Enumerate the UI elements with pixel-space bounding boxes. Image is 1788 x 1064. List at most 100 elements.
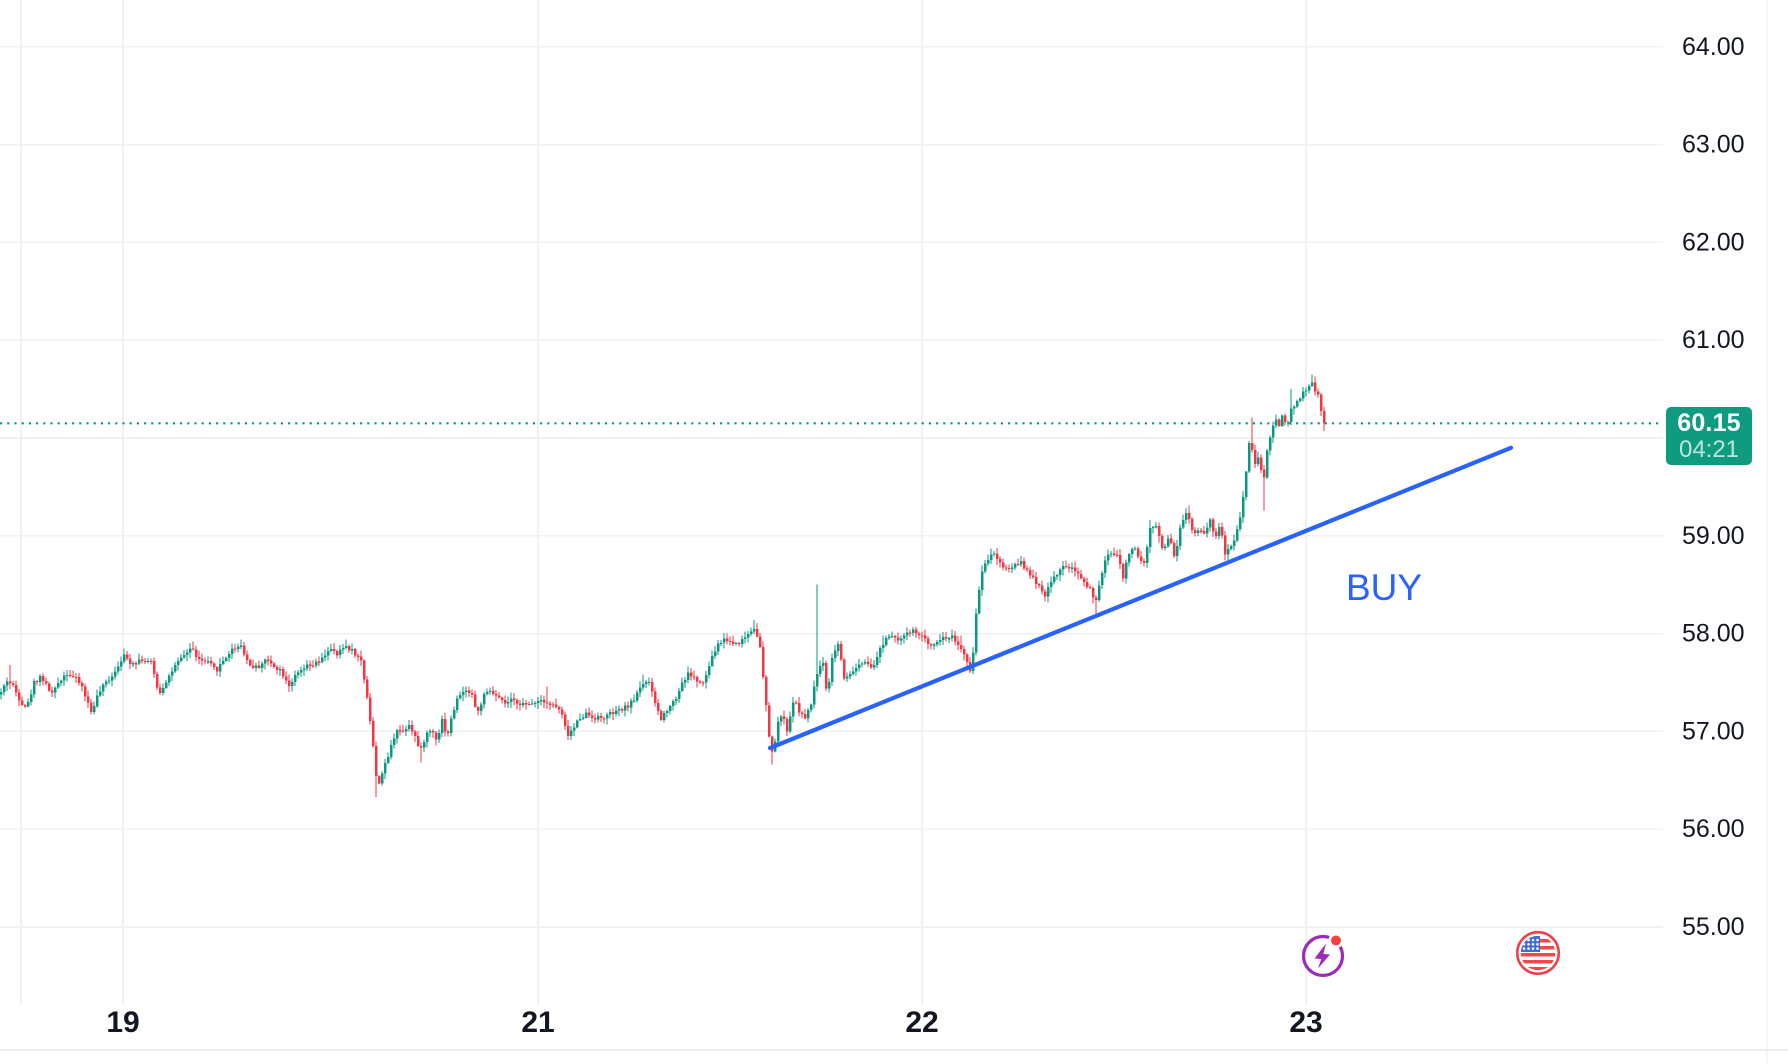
candle-body [1083,578,1086,582]
candle-body [1134,548,1137,550]
candle-body [279,669,282,671]
candle-body [981,571,984,590]
candle-body [414,731,417,736]
candle-body [102,684,105,692]
candle-body [594,717,597,720]
candle-body [705,675,708,683]
candle-body [1191,518,1194,530]
candle-body [1290,408,1293,422]
candle-body [171,671,174,676]
candle-body [1164,546,1167,548]
candle-body [573,727,576,731]
candle-body [75,676,78,678]
candle-body [39,676,42,682]
candle-body [831,657,834,682]
candle-body [699,681,702,683]
candle-body [903,635,906,639]
candle-body [60,680,63,684]
candle-body [3,685,6,692]
candle-body [537,701,540,703]
candle-body [978,590,981,614]
candle-body [270,660,273,664]
price-scale[interactable]: 64.0063.0062.0061.0060.0059.0058.0057.00… [1682,33,1745,941]
candle-body [1275,419,1278,426]
candle-body [1110,553,1113,555]
candle-body [198,656,201,659]
candle-body [558,706,561,710]
candle-body [1098,585,1101,600]
candle-body [189,648,192,653]
candle-body [951,635,954,639]
candle-body [576,720,579,728]
candle-body [501,697,504,701]
candle-body [375,746,378,777]
candle-body [393,738,396,745]
price-tick-label: 57.00 [1682,717,1745,745]
candle-body [624,705,627,711]
candle-body [1281,415,1284,426]
candle-body [957,641,960,646]
candle-body [456,698,459,711]
candle-body [1149,528,1152,547]
candle-body [621,708,624,711]
candle-body [864,662,867,664]
candle-body [849,674,852,677]
candle-body [111,676,114,681]
candle-body [855,667,858,672]
candle-body [444,719,447,732]
candle-body [390,744,393,757]
price-tick-label: 63.00 [1682,131,1745,159]
candle-body [216,667,219,672]
candle-body [150,660,153,663]
candle-body [1119,555,1122,565]
candle-body [219,664,222,672]
candle-body [645,681,648,685]
candle-body [1050,581,1053,587]
flag-face [1520,935,1556,971]
candle-body [6,681,9,686]
time-scale[interactable]: 19 21 22 23 [106,1006,1322,1039]
candle-body [243,645,246,655]
candle-body [963,649,966,655]
candle-body [93,706,96,713]
candle-body [996,553,999,560]
candle-body [675,699,678,702]
lightning-alert-icon[interactable] [1297,930,1349,982]
candles-layer [0,374,1326,797]
candle-body [192,648,195,650]
candle-body [1137,548,1140,557]
candle-body [357,655,360,657]
candle-body [117,666,120,672]
candle-body [51,690,54,693]
candle-body [363,660,366,680]
candle-body [1227,548,1230,555]
candle-body [348,646,351,651]
candle-body [408,725,411,730]
candle-body [114,671,117,677]
candle-body [513,698,516,700]
candle-body [984,563,987,572]
candle-body [264,659,267,664]
candle-body [1296,400,1299,407]
price-tick-label: 56.00 [1682,815,1745,843]
candle-body [954,635,957,642]
candle-body [948,638,951,640]
trendline-drawing[interactable] [767,445,1514,751]
vertical-gridlines [20,0,1307,1005]
candle-body [459,695,462,699]
buy-annotation[interactable]: BUY [1346,567,1422,608]
candle-body [267,659,270,661]
candle-body [69,674,72,676]
candle-body [879,648,882,657]
candle-body [204,660,207,662]
us-flag-icon[interactable] [1512,927,1564,979]
candle-body [693,676,696,678]
candle-body [1002,562,1005,568]
candle-body [480,704,483,711]
candle-body [669,706,672,712]
candle-body [339,649,342,656]
candle-body [177,661,180,665]
candle-body [843,659,846,679]
candle-body [1197,530,1200,534]
